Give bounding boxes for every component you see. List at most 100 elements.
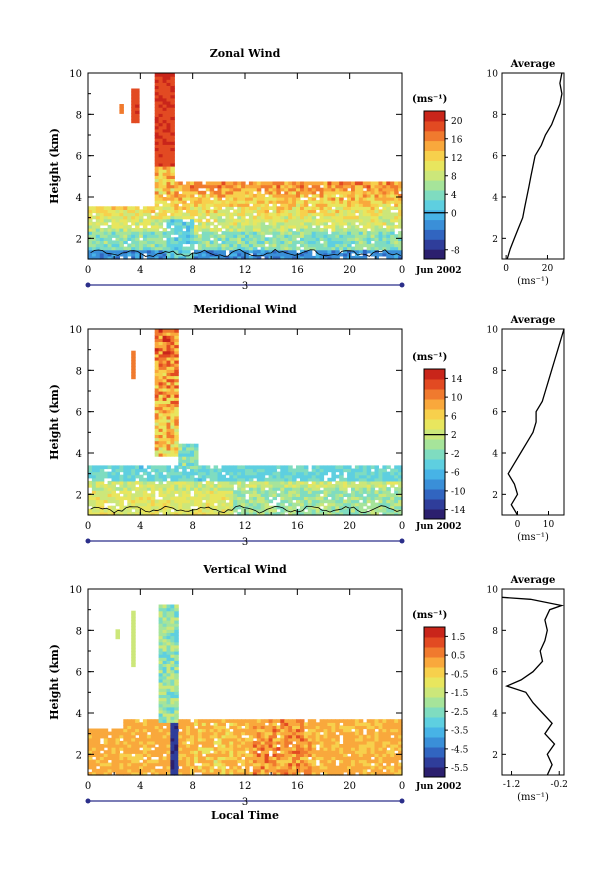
heatmap-cell xyxy=(194,753,199,757)
heatmap-cell xyxy=(154,329,160,333)
heatmap-cell xyxy=(268,237,274,241)
colorbar-swatch xyxy=(424,449,445,460)
heatmap-cell xyxy=(209,496,215,501)
heatmap-cell xyxy=(91,480,97,485)
heatmap-cell xyxy=(115,493,120,497)
heatmap-cell xyxy=(390,228,395,232)
heatmap-cell xyxy=(213,722,219,726)
heatmap-cell xyxy=(374,206,379,210)
heatmap-cell xyxy=(166,443,171,448)
heatmap-cell xyxy=(182,740,187,745)
heatmap-cell xyxy=(374,511,379,516)
heatmap-cell xyxy=(319,484,325,488)
heatmap-cell xyxy=(158,747,164,751)
heatmap-cell xyxy=(162,116,168,121)
heatmap-cell xyxy=(315,249,321,254)
heatmap-cell xyxy=(354,224,360,229)
heatmap-cell xyxy=(252,731,258,736)
heatmap-cell xyxy=(351,218,356,223)
heatmap-cell xyxy=(158,166,164,170)
heatmap-cell xyxy=(221,750,226,754)
heatmap-cell xyxy=(225,184,230,189)
heatmap-cell xyxy=(166,641,171,646)
heatmap-cell xyxy=(194,446,199,451)
heatmap-cell xyxy=(362,737,368,742)
heatmap-cell xyxy=(272,228,277,232)
heatmap-cell xyxy=(170,193,175,198)
heatmap-cell xyxy=(284,197,289,201)
heatmap-cell xyxy=(351,508,356,513)
heatmap-cell xyxy=(303,212,309,217)
heatmap-cell xyxy=(245,218,250,223)
heatmap-cell xyxy=(292,719,297,723)
heatmap-cell xyxy=(174,193,179,198)
heatmap-cell xyxy=(378,193,383,198)
heatmap-cell xyxy=(378,477,383,482)
heatmap-cell xyxy=(115,243,120,248)
heatmap-cell xyxy=(158,187,164,192)
heatmap-cell xyxy=(256,234,262,238)
heatmap-cell xyxy=(296,722,301,726)
heatmap-cell xyxy=(331,493,336,497)
heatmap-cell xyxy=(237,744,242,748)
heatmap-cell xyxy=(354,181,360,186)
heatmap-cell xyxy=(170,610,175,615)
heatmap-cell xyxy=(378,203,383,207)
heatmap-cell xyxy=(362,212,368,217)
heatmap-cell xyxy=(260,502,266,507)
heatmap-cell xyxy=(264,237,270,241)
heatmap-cell xyxy=(158,613,164,618)
heatmap-cell xyxy=(327,209,332,214)
heatmap-cell xyxy=(154,415,160,420)
heatmap-cell xyxy=(174,490,179,494)
heatmap-cell xyxy=(209,234,215,238)
heatmap-cell xyxy=(390,502,395,507)
heatmap-cell xyxy=(186,449,191,454)
heatmap-cell xyxy=(170,629,175,633)
heatmap-cell xyxy=(190,744,195,748)
heatmap-cell xyxy=(150,725,156,730)
heatmap-cell xyxy=(390,499,395,504)
heatmap-cell xyxy=(131,728,136,733)
heatmap-cell xyxy=(170,422,175,426)
heatmap-cell xyxy=(166,218,171,223)
heatmap-cell xyxy=(166,144,171,148)
heatmap-cell xyxy=(378,487,383,491)
heatmap-cell xyxy=(115,240,120,245)
heatmap-cell xyxy=(178,725,183,730)
heatmap-cell xyxy=(158,647,164,652)
heatmap-cell xyxy=(264,465,270,470)
heatmap-cell xyxy=(158,623,164,627)
heatmap-cell xyxy=(256,237,262,241)
heatmap-cell xyxy=(268,224,274,229)
heatmap-cell xyxy=(88,499,93,504)
heatmap-cell xyxy=(146,249,152,254)
heatmap-cell xyxy=(158,719,164,723)
heatmap-cell xyxy=(150,731,156,736)
heatmap-cell xyxy=(276,771,281,776)
heatmap-cell xyxy=(174,626,179,630)
heatmap-cell xyxy=(162,375,168,380)
heatmap-cell xyxy=(347,184,352,189)
heatmap-cell xyxy=(111,243,116,248)
heatmap-cell xyxy=(197,511,203,516)
heatmap-cell xyxy=(103,221,109,226)
heatmap-cell xyxy=(229,759,234,764)
heatmap-cell xyxy=(131,626,136,630)
heatmap-cell xyxy=(162,709,168,714)
heatmap-cell xyxy=(170,406,175,411)
heatmap-cell xyxy=(248,212,254,217)
heatmap-cell xyxy=(315,243,321,248)
heatmap-cell xyxy=(394,505,399,510)
heatmap-cell xyxy=(366,484,372,488)
heatmap-cell xyxy=(351,744,356,748)
heatmap-cell xyxy=(300,756,305,761)
heatmap-cell xyxy=(107,493,113,497)
heatmap-cell xyxy=(158,663,164,668)
heatmap-cell xyxy=(296,496,301,501)
heatmap-cell xyxy=(186,234,191,238)
heatmap-cell xyxy=(272,737,277,742)
heatmap-cell xyxy=(174,381,179,386)
heatmap-cell xyxy=(154,110,160,114)
